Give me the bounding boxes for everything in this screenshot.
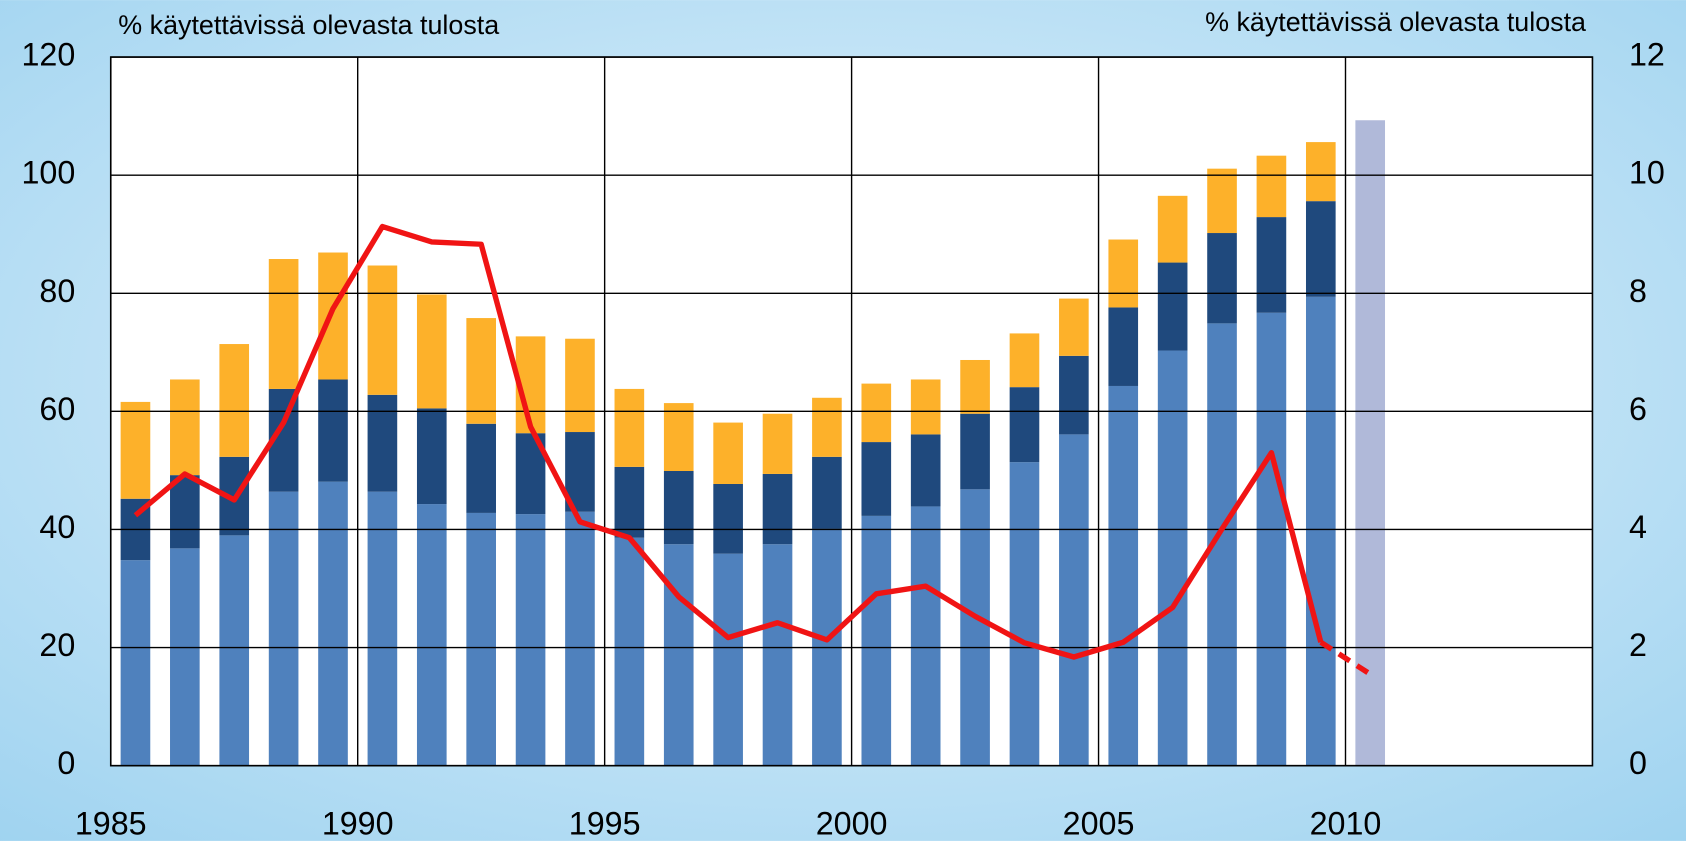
bar (120, 401, 151, 499)
y-tick-label: 0 (57, 745, 75, 781)
bar (861, 442, 892, 516)
x-tick-label: 1985 (75, 805, 147, 841)
y-axis-label: % käytettävissä olevasta tulosta (118, 10, 499, 40)
bar (910, 379, 941, 435)
bar (861, 515, 892, 766)
bar (170, 548, 200, 766)
bar (910, 506, 941, 766)
bar (318, 252, 348, 380)
bar (663, 544, 694, 766)
line (133, 223, 1324, 660)
bar (960, 359, 990, 414)
bar (367, 265, 398, 395)
bar (614, 537, 645, 766)
bar (1256, 312, 1287, 766)
bar (219, 535, 250, 766)
bar (713, 553, 743, 766)
bar (910, 434, 941, 507)
bar (219, 344, 250, 457)
bar (1305, 296, 1336, 766)
bar (1108, 385, 1139, 766)
bar (1108, 307, 1139, 386)
y-tick-label: 80 (39, 273, 75, 309)
bar (416, 504, 447, 766)
bar (1059, 298, 1089, 356)
bar (1355, 120, 1386, 766)
bar (1256, 155, 1287, 218)
bar (1305, 142, 1336, 202)
bar (762, 473, 793, 545)
x-tick-label: 1990 (322, 805, 394, 841)
y-tick-label: 60 (39, 391, 75, 427)
y2-tick-label: 10 (1629, 155, 1665, 191)
bar (1009, 387, 1040, 463)
bar (1157, 350, 1188, 766)
y2-tick-label: 0 (1629, 745, 1647, 781)
bar (614, 388, 645, 467)
x-tick-label: 2005 (1063, 805, 1135, 841)
y2-tick-label: 8 (1629, 273, 1647, 309)
bar (565, 511, 595, 766)
bar (466, 318, 496, 424)
bar (812, 397, 842, 457)
bar (1108, 239, 1139, 308)
bar (762, 413, 793, 474)
x-tick-label: 2000 (816, 805, 888, 841)
y2-axis-label: % käytettävissä olevasta tulosta (1205, 7, 1586, 37)
bar (367, 394, 398, 492)
y-tick-label: 40 (39, 509, 75, 545)
bar (614, 466, 645, 538)
y2-tick-label: 12 (1629, 37, 1665, 73)
bar (318, 481, 348, 766)
x-tick-label: 2010 (1310, 805, 1382, 841)
bar (861, 383, 892, 443)
bar (713, 483, 743, 554)
bar (268, 491, 299, 766)
bar (120, 560, 151, 766)
bar (713, 422, 743, 484)
bar (565, 338, 595, 433)
y-tick-label: 100 (21, 155, 75, 191)
bar (1059, 434, 1089, 766)
bar (416, 294, 447, 409)
line (1319, 639, 1372, 677)
bar (1207, 233, 1237, 324)
bar (1256, 217, 1287, 313)
bar (170, 475, 200, 549)
bar (960, 489, 990, 766)
y-tick-label: 20 (39, 627, 75, 663)
bar (663, 403, 694, 472)
bar (466, 512, 496, 766)
bar (515, 514, 546, 766)
bar (663, 471, 694, 545)
bar (762, 544, 793, 766)
bar (170, 379, 200, 476)
y2-tick-label: 6 (1629, 391, 1647, 427)
y2-tick-label: 4 (1629, 509, 1647, 545)
bar (1009, 462, 1040, 766)
bar (268, 259, 299, 389)
y-tick-label: 120 (21, 37, 75, 73)
bar (416, 408, 447, 505)
bar (1009, 333, 1040, 388)
bar (1157, 262, 1188, 351)
bar (1305, 201, 1336, 297)
x-tick-label: 1995 (569, 805, 641, 841)
plot-frame (109, 56, 1594, 767)
bar (466, 423, 496, 513)
bar (1207, 168, 1237, 234)
bar (318, 379, 348, 482)
bar (367, 491, 398, 766)
bar (1059, 355, 1089, 435)
bar (960, 413, 990, 490)
y2-tick-label: 2 (1629, 627, 1647, 663)
bar (812, 456, 842, 529)
bar (1157, 195, 1188, 263)
